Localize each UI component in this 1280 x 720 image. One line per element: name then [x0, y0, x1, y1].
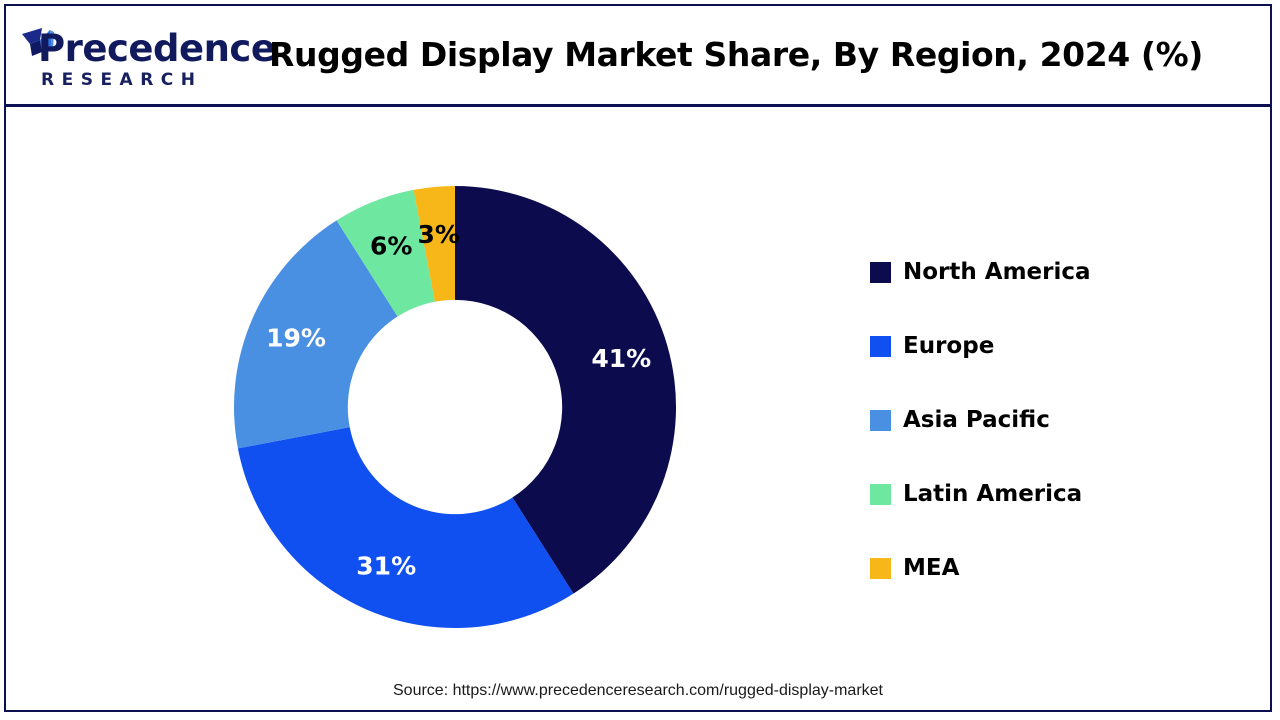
donut-slice[interactable]	[336, 189, 435, 317]
chart-frame: Precedence RESEARCH Rugged Display Marke…	[4, 4, 1272, 712]
donut-slice[interactable]	[455, 186, 676, 594]
donut-slices	[234, 186, 676, 628]
precedence-leaf-icon	[22, 28, 54, 56]
legend-label-europe: Europe	[903, 333, 995, 359]
legend-label-asia-pacific: Asia Pacific	[903, 407, 1050, 433]
legend-item-europe[interactable]: Europe	[870, 309, 1200, 383]
precedence-research-logo: Precedence RESEARCH	[20, 24, 276, 90]
donut-chart-svg: 41% 31% 19% 6% 3%	[234, 186, 676, 628]
legend-item-mea[interactable]: MEA	[870, 531, 1200, 605]
donut-chart: 41% 31% 19% 6% 3%	[225, 177, 685, 637]
legend-swatch-europe	[870, 335, 891, 357]
donut-slice[interactable]	[237, 427, 574, 628]
legend-label-mea: MEA	[903, 555, 960, 581]
donut-slice-value-label: 19%	[266, 324, 326, 353]
chart-header: Precedence RESEARCH Rugged Display Marke…	[6, 6, 1270, 107]
legend-item-north-america[interactable]: North America	[870, 235, 1200, 309]
donut-slice[interactable]	[413, 186, 455, 302]
donut-slice-labels: 41% 31% 19% 6% 3%	[266, 220, 651, 580]
logo-wordmark: Precedence	[38, 27, 276, 70]
donut-slice[interactable]	[234, 220, 398, 449]
chart-plot-area: 41% 31% 19% 6% 3% North America Europe Asia …	[6, 107, 1270, 714]
legend-label-latin-america: Latin America	[903, 481, 1083, 507]
legend-swatch-asia-pacific	[870, 409, 891, 431]
page-title: Rugged Display Market Share, By Region, …	[269, 35, 1203, 74]
legend-swatch-latin-america	[870, 483, 891, 505]
legend-label-north-america: North America	[903, 259, 1091, 285]
chart-legend: North America Europe Asia Pacific Latin …	[870, 235, 1200, 605]
legend-item-asia-pacific[interactable]: Asia Pacific	[870, 383, 1200, 457]
donut-slice-value-label: 6%	[370, 231, 412, 260]
legend-swatch-north-america	[870, 261, 891, 283]
donut-slice-value-label: 3%	[417, 220, 459, 249]
logo-subtext: RESEARCH	[41, 70, 203, 90]
legend-item-latin-america[interactable]: Latin America	[870, 457, 1200, 531]
donut-slice-value-label: 41%	[591, 344, 651, 373]
source-note: Source: https://www.precedenceresearch.c…	[393, 682, 883, 699]
legend-swatch-mea	[870, 557, 891, 579]
donut-slice-value-label: 31%	[356, 551, 416, 580]
